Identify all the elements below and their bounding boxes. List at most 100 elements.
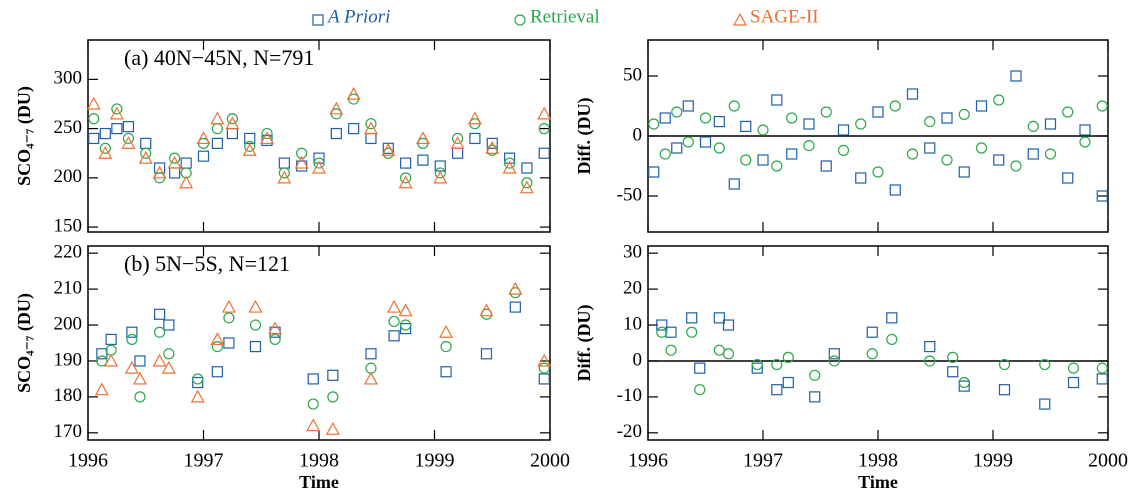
circle-marker: [327, 391, 339, 403]
y-tick-label: -50: [617, 184, 642, 205]
circle-marker: [699, 112, 712, 124]
triangle-marker: [537, 353, 552, 367]
circle-marker: [656, 326, 668, 338]
triangle-marker: [346, 86, 361, 100]
y-tick-label: 150: [54, 215, 83, 236]
circle-marker: [1096, 100, 1108, 112]
circle-marker: [538, 123, 550, 135]
triangle-marker: [415, 131, 430, 145]
square-marker: [1096, 190, 1108, 202]
circle-marker: [154, 326, 166, 338]
circle-marker: [1096, 362, 1108, 374]
square-marker: [924, 340, 936, 353]
square-marker: [365, 348, 377, 360]
square-marker: [958, 166, 970, 178]
square-marker: [786, 148, 798, 160]
circle-marker: [163, 348, 175, 360]
circle-marker: [786, 112, 798, 124]
y-tick-label: 170: [54, 421, 83, 442]
circle-marker: [226, 113, 238, 125]
square-marker: [1010, 70, 1022, 82]
square-marker: [211, 366, 223, 378]
circle-marker: [111, 103, 123, 115]
circle-marker: [740, 154, 752, 166]
triangle-marker: [132, 371, 147, 385]
triangle-marker: [94, 382, 109, 396]
circle-marker: [1039, 358, 1051, 371]
triangle-marker: [433, 170, 448, 184]
triangle-marker: [329, 101, 344, 115]
square-marker: [249, 340, 262, 353]
circle-marker: [126, 333, 138, 346]
circle-marker: [993, 94, 1005, 106]
triangle-marker: [294, 155, 309, 169]
square-marker: [924, 142, 936, 154]
x-tick-label: 1999: [415, 450, 455, 472]
square-marker: [998, 384, 1011, 396]
circle-marker: [958, 376, 970, 389]
triangle-marker: [398, 303, 413, 317]
square-marker: [1039, 398, 1051, 410]
triangle-marker: [537, 106, 552, 120]
y-axis-label: SCO₄₋₇ (DU): [14, 86, 35, 186]
triangle-marker: [104, 353, 119, 367]
circle-marker: [244, 140, 256, 152]
y-tick-label: 180: [54, 385, 83, 406]
circle-marker: [906, 148, 919, 160]
triangle-marker: [152, 353, 167, 367]
x-tick-label: 1997: [184, 450, 224, 472]
square-marker: [327, 369, 339, 381]
square-marker: [665, 326, 677, 338]
circle-marker: [307, 398, 319, 410]
square-marker: [648, 166, 660, 178]
square-marker: [126, 326, 138, 338]
triangle-marker: [152, 165, 167, 179]
circle-marker: [958, 108, 970, 121]
square-marker: [417, 154, 429, 166]
square-marker: [713, 115, 725, 128]
square-marker: [958, 380, 970, 392]
circle-marker: [169, 152, 181, 164]
square-marker: [400, 323, 412, 335]
circle-marker: [503, 157, 516, 169]
square-marker: [1079, 124, 1091, 136]
square-marker: [886, 312, 898, 324]
square-marker: [99, 127, 111, 140]
legend-label: Retrieval: [530, 6, 600, 27]
square-marker: [682, 100, 694, 112]
square-marker: [307, 373, 319, 385]
circle-marker: [365, 118, 377, 130]
triangle-marker: [268, 321, 283, 335]
y-axis-label: Diff. (DU): [574, 98, 595, 175]
circle-marker: [782, 351, 794, 363]
x-axis-label: Time: [858, 472, 898, 492]
circle-marker: [947, 351, 959, 363]
triangle-marker: [479, 303, 494, 317]
square-marker: [521, 162, 533, 174]
square-marker: [134, 355, 146, 367]
legend-label: SAGE-II: [750, 6, 819, 27]
circle-marker: [514, 14, 526, 26]
x-tick-label: 2000: [1088, 450, 1128, 472]
circle-marker: [538, 362, 550, 374]
square-marker: [197, 150, 210, 162]
panel-annotation: (b) 5N−5S, N=121: [124, 251, 290, 276]
square-marker: [330, 127, 342, 140]
circle-marker: [975, 142, 988, 154]
square-marker: [365, 132, 377, 145]
circle-marker: [682, 136, 694, 148]
circle-marker: [713, 344, 725, 356]
triangle-marker: [325, 421, 340, 435]
square-marker: [105, 333, 117, 346]
circle-marker: [924, 355, 936, 367]
circle-marker: [694, 384, 706, 396]
circle-marker: [924, 115, 936, 128]
triangle-marker: [248, 299, 263, 313]
y-tick-label: -10: [617, 385, 642, 406]
triangle-marker: [190, 389, 205, 403]
triangle-marker: [439, 324, 454, 338]
circle-marker: [1067, 362, 1080, 374]
circle-marker: [211, 340, 223, 353]
y-tick-label: 10: [623, 313, 642, 334]
circle-marker: [771, 358, 783, 371]
